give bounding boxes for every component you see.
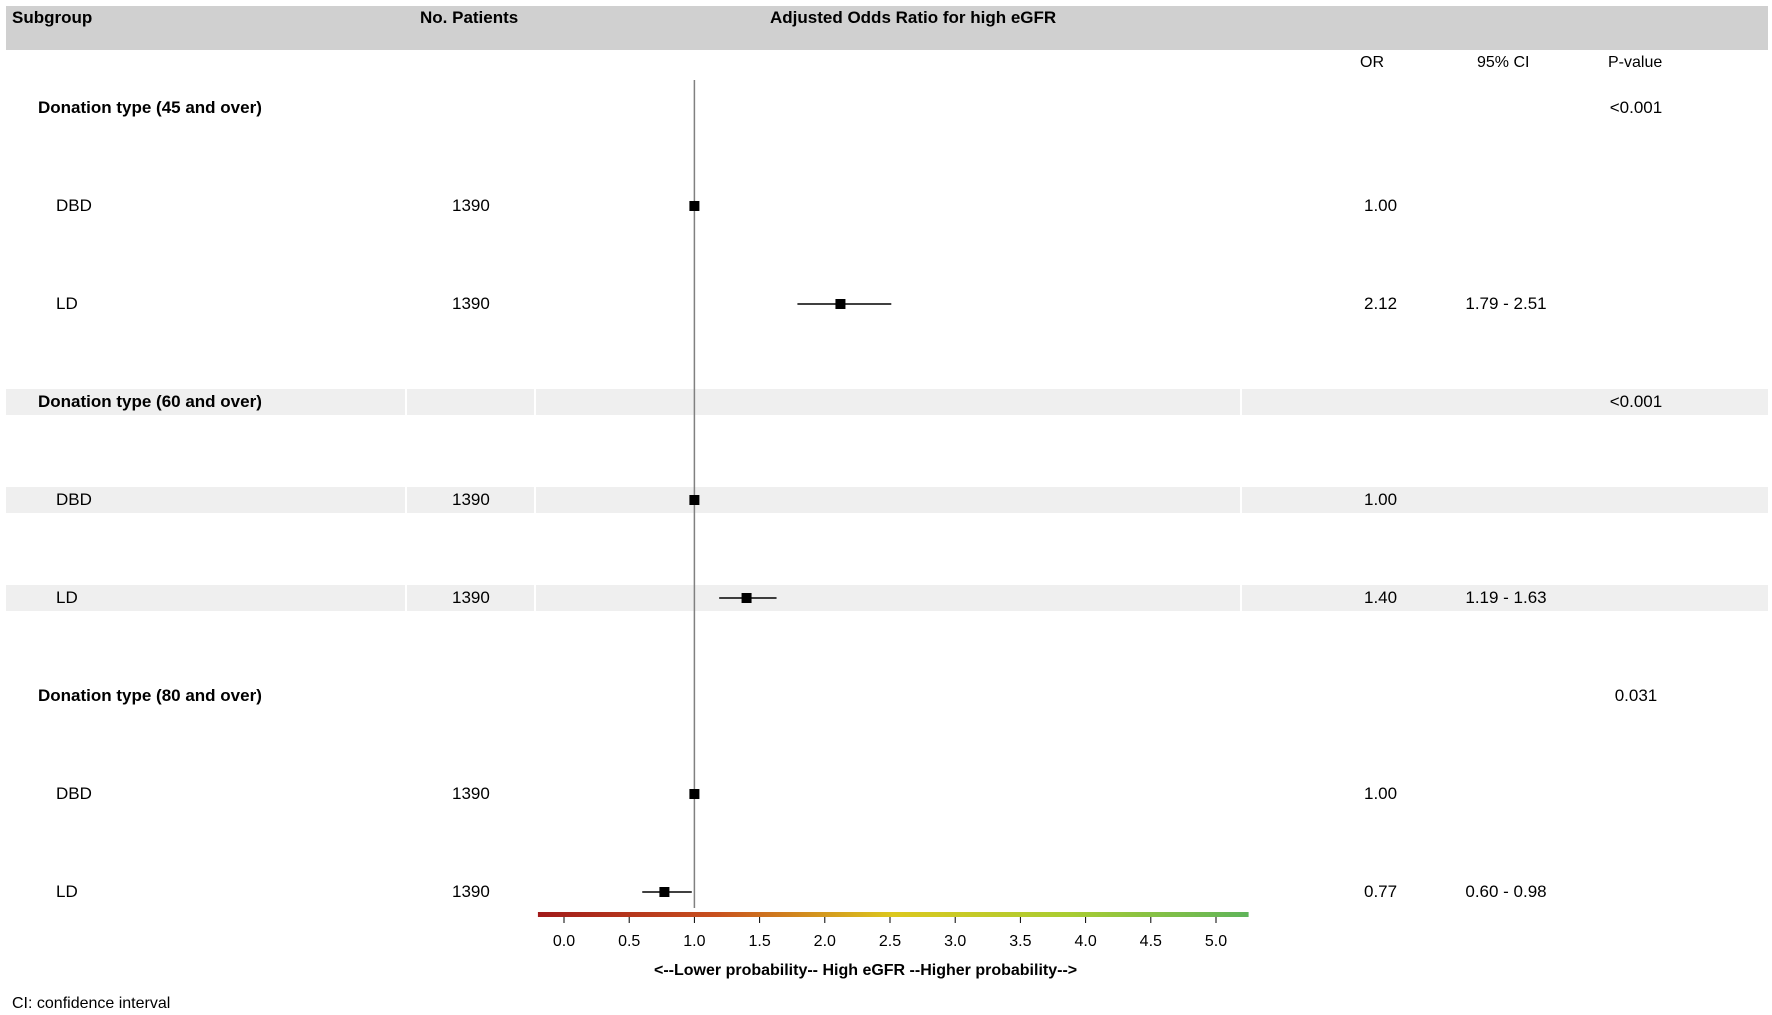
- row-band: [6, 487, 1768, 513]
- band-separator: [1240, 389, 1242, 415]
- x-tick-label: 1.0: [683, 933, 705, 950]
- odds-ratio-value: 0.77: [1364, 882, 1398, 901]
- x-tick-label: 3.5: [1009, 933, 1031, 950]
- plot-title: Adjusted Odds Ratio for high eGFR: [770, 8, 1057, 27]
- band-separator: [405, 585, 407, 611]
- band-separator: [534, 389, 536, 415]
- or-point: [689, 201, 700, 211]
- subgroup-label: DBD: [56, 490, 92, 509]
- band-separator: [1240, 585, 1242, 611]
- group-label: Donation type (60 and over): [38, 392, 262, 411]
- group-label: Donation type (45 and over): [38, 98, 262, 117]
- pvalue-column-header: P-value: [1608, 54, 1663, 71]
- row-band: [6, 389, 1768, 415]
- p-value: <0.001: [1609, 392, 1663, 411]
- or-point: [659, 887, 670, 897]
- band-separator: [405, 389, 407, 415]
- patients-header: No. Patients: [420, 8, 519, 27]
- row-band: [6, 585, 1768, 611]
- odds-ratio-value: 1.40: [1364, 588, 1398, 607]
- x-axis-label: <--Lower probability-- High eGFR --Highe…: [654, 962, 1078, 979]
- or-point: [689, 789, 700, 799]
- x-tick-label: 2.5: [879, 933, 901, 950]
- odds-ratio-value: 1.00: [1364, 784, 1398, 803]
- subgroup-label: DBD: [56, 784, 92, 803]
- x-tick-label: 0.0: [553, 933, 575, 950]
- x-tick-label: 1.5: [748, 933, 770, 950]
- subgroup-label: LD: [56, 588, 78, 607]
- band-separator: [534, 585, 536, 611]
- x-tick-label: 4.5: [1140, 933, 1162, 950]
- or-point: [835, 299, 846, 309]
- p-value: <0.001: [1609, 98, 1663, 117]
- patient-count: 1390: [452, 294, 490, 313]
- patient-count: 1390: [452, 490, 490, 509]
- band-separator: [534, 487, 536, 513]
- header-band: [6, 6, 1768, 50]
- p-value: 0.031: [1614, 686, 1658, 705]
- group-label: Donation type (80 and over): [38, 686, 262, 705]
- or-point: [741, 593, 752, 603]
- patient-count: 1390: [452, 784, 490, 803]
- patient-count: 1390: [452, 196, 490, 215]
- subgroup-label: LD: [56, 294, 78, 313]
- ci-value: 0.60 - 0.98: [1465, 882, 1547, 901]
- axis-gradient-bar: [537, 912, 1249, 917]
- or-column-header: OR: [1360, 54, 1384, 71]
- subgroup-label: DBD: [56, 196, 92, 215]
- odds-ratio-value: 1.00: [1364, 490, 1398, 509]
- odds-ratio-value: 2.12: [1364, 294, 1398, 313]
- band-separator: [1240, 487, 1242, 513]
- x-tick-label: 5.0: [1205, 933, 1227, 950]
- ci-value: 1.19 - 1.63: [1465, 588, 1547, 607]
- subgroup-label: LD: [56, 882, 78, 901]
- x-tick-label: 3.0: [944, 933, 966, 950]
- footnote: CI: confidence interval: [12, 995, 171, 1012]
- band-separator: [405, 487, 407, 513]
- odds-ratio-value: 1.00: [1364, 196, 1398, 215]
- ci-column-header: 95% CI: [1477, 54, 1530, 71]
- patient-count: 1390: [452, 588, 490, 607]
- x-tick-label: 0.5: [618, 933, 640, 950]
- x-tick-label: 4.0: [1074, 933, 1096, 950]
- x-tick-label: 2.0: [814, 933, 836, 950]
- ci-value: 1.79 - 2.51: [1465, 294, 1547, 313]
- patient-count: 1390: [452, 882, 490, 901]
- subgroup-header: Subgroup: [12, 8, 93, 27]
- or-point: [689, 495, 700, 505]
